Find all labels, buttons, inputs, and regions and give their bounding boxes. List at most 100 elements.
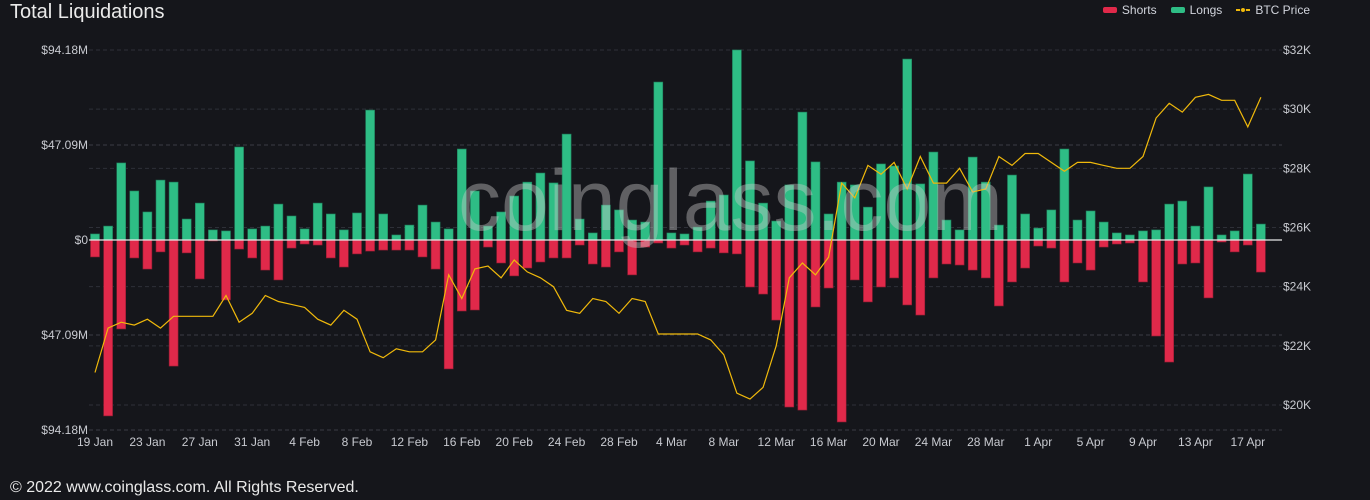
longs-bar[interactable] (273, 203, 284, 241)
longs-bar[interactable] (692, 226, 703, 241)
legend-item-btc-price[interactable]: BTC Price (1236, 3, 1310, 17)
shorts-bar[interactable] (1177, 239, 1188, 265)
shorts-bar[interactable] (1138, 239, 1148, 283)
longs-bar[interactable] (548, 182, 559, 241)
shorts-bar[interactable] (312, 239, 323, 246)
longs-bar[interactable] (90, 233, 100, 241)
shorts-bar[interactable] (784, 239, 795, 408)
longs-bar[interactable] (836, 181, 847, 241)
longs-bar[interactable] (1125, 234, 1135, 241)
longs-bar[interactable] (234, 146, 244, 241)
longs-bar[interactable] (601, 204, 611, 241)
shorts-bar[interactable] (1098, 239, 1109, 248)
longs-bar[interactable] (928, 151, 939, 241)
shorts-bar[interactable] (1190, 239, 1201, 264)
shorts-bar[interactable] (1020, 239, 1030, 269)
longs-bar[interactable] (535, 172, 546, 241)
longs-bar[interactable] (260, 225, 271, 241)
shorts-bar[interactable] (954, 239, 965, 266)
shorts-bar[interactable] (718, 239, 729, 254)
longs-bar[interactable] (391, 234, 402, 241)
longs-bar[interactable] (1229, 230, 1240, 241)
longs-bar[interactable] (718, 194, 729, 241)
longs-bar[interactable] (1046, 209, 1057, 241)
shorts-bar[interactable] (1059, 239, 1070, 283)
longs-bar[interactable] (1203, 186, 1214, 241)
shorts-bar[interactable] (928, 239, 939, 279)
longs-bar[interactable] (784, 184, 795, 241)
longs-bar[interactable] (365, 109, 375, 241)
shorts-bar[interactable] (771, 239, 782, 321)
shorts-bar[interactable] (273, 239, 284, 281)
bar-series[interactable] (90, 49, 1266, 423)
shorts-bar[interactable] (640, 239, 651, 248)
shorts-bar[interactable] (732, 239, 742, 255)
shorts-bar[interactable] (889, 239, 899, 279)
shorts-bar[interactable] (522, 239, 533, 269)
shorts-bar[interactable] (758, 239, 768, 295)
longs-bar[interactable] (1033, 227, 1043, 241)
shorts-bar[interactable] (601, 239, 611, 268)
shorts-bar[interactable] (614, 239, 624, 253)
shorts-bar[interactable] (967, 239, 978, 271)
shorts-bar[interactable] (404, 239, 415, 251)
shorts-bar[interactable] (1151, 239, 1161, 337)
longs-bar[interactable] (430, 221, 441, 241)
shorts-bar[interactable] (430, 239, 441, 270)
longs-bar[interactable] (522, 181, 533, 241)
shorts-bar[interactable] (352, 239, 362, 255)
shorts-bar[interactable] (443, 239, 454, 370)
longs-bar[interactable] (312, 202, 323, 241)
shorts-bar[interactable] (417, 239, 428, 258)
shorts-bar[interactable] (260, 239, 271, 271)
shorts-bar[interactable] (286, 239, 297, 249)
longs-bar[interactable] (103, 225, 113, 241)
longs-bar[interactable] (168, 181, 179, 241)
longs-bar[interactable] (561, 133, 572, 241)
shorts-bar[interactable] (234, 239, 244, 250)
longs-bar[interactable] (771, 220, 782, 241)
shorts-bar[interactable] (129, 239, 140, 259)
longs-bar[interactable] (1151, 229, 1161, 241)
shorts-bar[interactable] (168, 239, 179, 367)
shorts-bar[interactable] (365, 239, 375, 252)
longs-bar[interactable] (299, 228, 310, 241)
longs-bar[interactable] (1072, 219, 1083, 241)
shorts-bar[interactable] (247, 239, 257, 259)
longs-bar[interactable] (417, 204, 428, 241)
longs-bar[interactable] (810, 161, 821, 241)
longs-bar[interactable] (1059, 148, 1070, 241)
shorts-bar[interactable] (1085, 239, 1096, 271)
longs-bar[interactable] (181, 218, 192, 241)
shorts-bar[interactable] (745, 239, 755, 288)
shorts-bar[interactable] (836, 239, 847, 423)
longs-bar[interactable] (286, 215, 297, 241)
longs-bar[interactable] (1216, 234, 1227, 241)
longs-bar[interactable] (640, 221, 651, 241)
shorts-bar[interactable] (1229, 239, 1240, 253)
shorts-bar[interactable] (915, 239, 926, 316)
longs-bar[interactable] (378, 213, 389, 241)
longs-bar[interactable] (339, 229, 349, 241)
longs-bar[interactable] (483, 225, 493, 241)
shorts-bar[interactable] (1203, 239, 1214, 299)
longs-bar[interactable] (745, 160, 755, 241)
longs-bar[interactable] (1007, 174, 1017, 241)
shorts-bar[interactable] (863, 239, 873, 303)
longs-bar[interactable] (509, 195, 520, 241)
longs-bar[interactable] (496, 211, 506, 241)
longs-bar[interactable] (980, 181, 991, 241)
longs-bar[interactable] (666, 232, 677, 241)
longs-bar[interactable] (155, 179, 166, 241)
shorts-bar[interactable] (1243, 239, 1253, 246)
shorts-bar[interactable] (299, 239, 310, 245)
shorts-bar[interactable] (1164, 239, 1174, 363)
shorts-bar[interactable] (705, 239, 716, 249)
shorts-bar[interactable] (627, 239, 637, 276)
shorts-bar[interactable] (679, 239, 690, 246)
shorts-bar[interactable] (692, 239, 703, 253)
longs-bar[interactable] (876, 163, 886, 241)
liquidations-chart[interactable]: $94.18M$47.09M$0$47.09M$94.18M $32K$30K$… (0, 0, 1370, 470)
shorts-bar[interactable] (496, 239, 506, 264)
shorts-bar[interactable] (1046, 239, 1057, 249)
